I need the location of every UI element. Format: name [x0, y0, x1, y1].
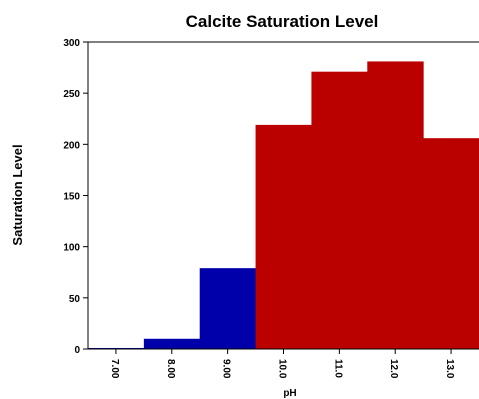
- chart-title: Calcite Saturation Level: [186, 12, 379, 31]
- y-axis: 0 50 100 150 200 250 300: [63, 38, 479, 356]
- y-tick-label: 300: [63, 38, 80, 49]
- y-tick-label: 150: [63, 192, 80, 203]
- bar-10.0: [255, 124, 312, 349]
- x-tick-label: 12.0: [388, 359, 399, 379]
- x-tick-label: 9.00: [221, 359, 232, 379]
- y-tick-label: 50: [69, 294, 81, 305]
- x-tick-label: 7.00: [109, 359, 120, 379]
- bar-13.0: [423, 138, 479, 349]
- x-tick-label: 13.0: [444, 359, 455, 379]
- x-tick-label: 8.00: [165, 359, 176, 379]
- x-axis-label: pH: [283, 388, 296, 399]
- x-tick-label: 10.0: [277, 359, 288, 379]
- bar-8.00: [143, 338, 201, 349]
- y-tick-label: 200: [63, 140, 80, 151]
- y-tick-label: 0: [74, 345, 80, 356]
- bars-group: [88, 61, 479, 350]
- bar-9.00: [199, 268, 257, 349]
- y-tick-label: 250: [63, 89, 80, 100]
- bar-7.00: [88, 347, 145, 349]
- x-axis: 7.00 8.00 9.00 10.0 11.0 12.0 13.0: [88, 348, 479, 379]
- x-tick-label: 11.0: [332, 359, 343, 378]
- bar-11.0: [311, 71, 368, 350]
- bar-12.0: [367, 61, 424, 349]
- y-axis-label: Saturation Level: [10, 144, 25, 245]
- y-tick-label: 100: [63, 243, 80, 254]
